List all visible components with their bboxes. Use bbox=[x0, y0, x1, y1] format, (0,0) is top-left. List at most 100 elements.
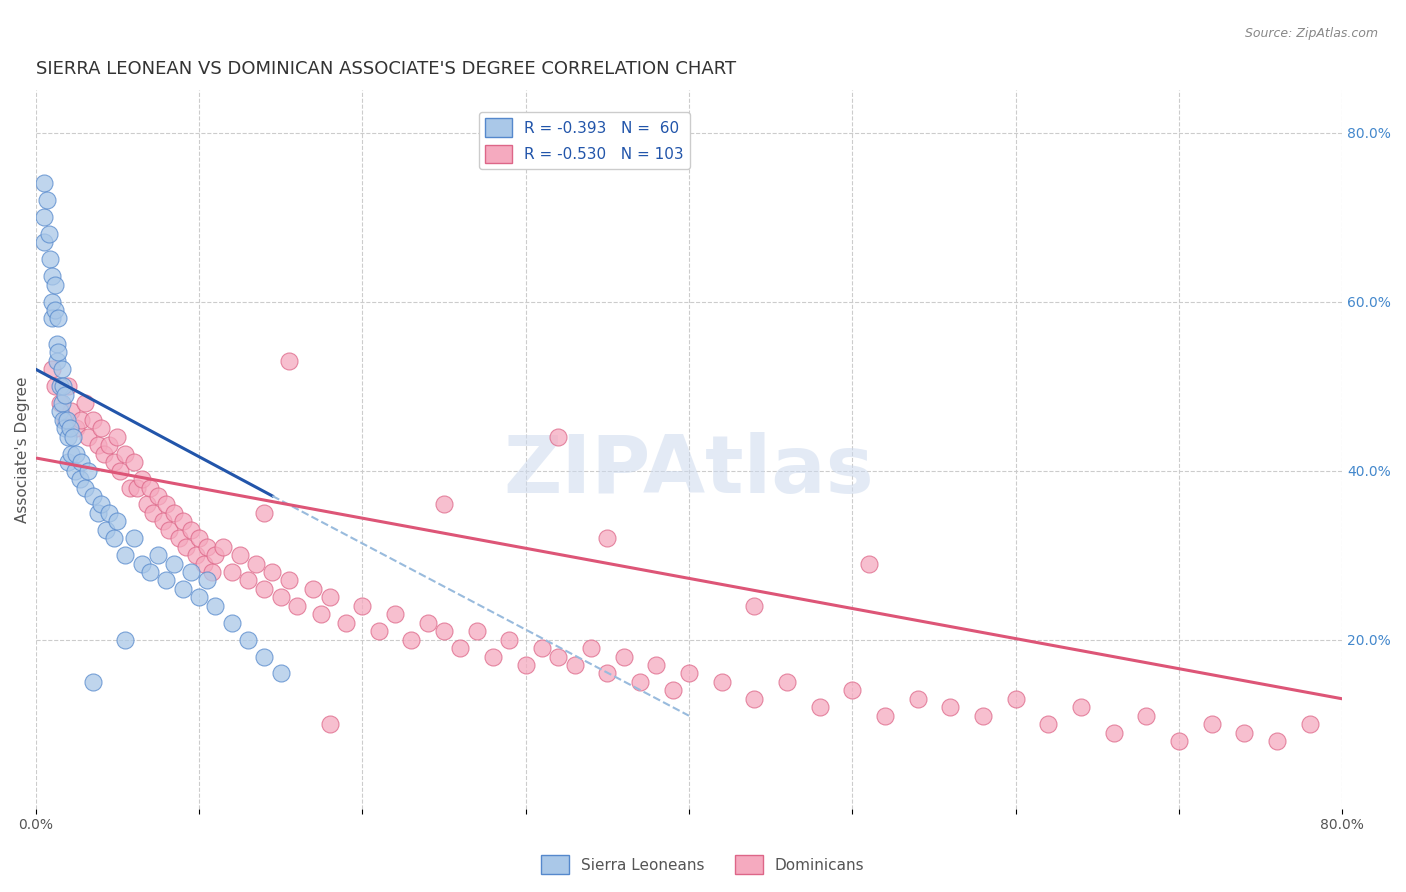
Point bbox=[159, 523, 181, 537]
Point bbox=[105, 430, 128, 444]
Point bbox=[1135, 708, 1157, 723]
Point bbox=[184, 548, 207, 562]
Point bbox=[41, 362, 63, 376]
Point bbox=[58, 430, 80, 444]
Point bbox=[82, 674, 104, 689]
Point bbox=[163, 506, 186, 520]
Point bbox=[1167, 734, 1189, 748]
Point bbox=[201, 565, 224, 579]
Point bbox=[193, 557, 215, 571]
Point bbox=[48, 345, 70, 359]
Point bbox=[146, 489, 169, 503]
Point bbox=[163, 557, 186, 571]
Point bbox=[221, 565, 243, 579]
Point bbox=[125, 481, 148, 495]
Point bbox=[245, 557, 267, 571]
Point bbox=[498, 632, 520, 647]
Point bbox=[131, 557, 153, 571]
Point bbox=[155, 574, 177, 588]
Point bbox=[122, 531, 145, 545]
Point bbox=[907, 691, 929, 706]
Point bbox=[70, 413, 93, 427]
Point bbox=[60, 447, 83, 461]
Point bbox=[530, 641, 553, 656]
Point bbox=[49, 396, 72, 410]
Point bbox=[270, 591, 292, 605]
Point bbox=[41, 269, 63, 284]
Point bbox=[579, 641, 602, 656]
Point bbox=[1102, 725, 1125, 739]
Point bbox=[628, 674, 651, 689]
Point bbox=[53, 413, 76, 427]
Point bbox=[105, 514, 128, 528]
Point bbox=[103, 455, 125, 469]
Point bbox=[678, 666, 700, 681]
Point bbox=[174, 540, 197, 554]
Point bbox=[73, 396, 96, 410]
Y-axis label: Associate's Degree: Associate's Degree bbox=[15, 376, 30, 523]
Point bbox=[1038, 717, 1060, 731]
Point bbox=[1004, 691, 1026, 706]
Point bbox=[70, 455, 93, 469]
Point bbox=[1070, 700, 1092, 714]
Point bbox=[142, 506, 165, 520]
Point bbox=[564, 658, 586, 673]
Point bbox=[384, 607, 406, 622]
Point bbox=[939, 700, 962, 714]
Point bbox=[776, 674, 799, 689]
Point bbox=[53, 421, 76, 435]
Point bbox=[187, 591, 209, 605]
Point bbox=[82, 413, 104, 427]
Point bbox=[1265, 734, 1288, 748]
Point bbox=[120, 481, 142, 495]
Point bbox=[135, 497, 157, 511]
Point bbox=[596, 531, 619, 545]
Point bbox=[49, 379, 72, 393]
Point bbox=[596, 666, 619, 681]
Point bbox=[55, 413, 77, 427]
Point bbox=[204, 548, 226, 562]
Point bbox=[45, 353, 67, 368]
Point bbox=[1201, 717, 1223, 731]
Point bbox=[742, 691, 765, 706]
Point bbox=[710, 674, 733, 689]
Point bbox=[253, 582, 276, 596]
Point bbox=[155, 497, 177, 511]
Legend: R = -0.393   N =  60, R = -0.530   N = 103: R = -0.393 N = 60, R = -0.530 N = 103 bbox=[478, 112, 690, 169]
Point bbox=[139, 481, 162, 495]
Point bbox=[51, 396, 73, 410]
Point bbox=[433, 624, 456, 639]
Point bbox=[253, 649, 276, 664]
Point bbox=[114, 447, 136, 461]
Point bbox=[98, 506, 121, 520]
Point bbox=[204, 599, 226, 613]
Point bbox=[236, 574, 259, 588]
Point bbox=[41, 311, 63, 326]
Point bbox=[35, 193, 58, 207]
Point bbox=[90, 421, 112, 435]
Point bbox=[195, 574, 218, 588]
Point bbox=[449, 641, 471, 656]
Point bbox=[645, 658, 668, 673]
Point bbox=[45, 336, 67, 351]
Point bbox=[131, 472, 153, 486]
Point bbox=[59, 421, 82, 435]
Text: Source: ZipAtlas.com: Source: ZipAtlas.com bbox=[1244, 27, 1378, 40]
Point bbox=[277, 574, 299, 588]
Point bbox=[44, 303, 66, 318]
Point bbox=[180, 565, 202, 579]
Point bbox=[98, 438, 121, 452]
Point bbox=[32, 235, 55, 250]
Point bbox=[60, 404, 83, 418]
Point bbox=[32, 210, 55, 224]
Point bbox=[302, 582, 325, 596]
Point bbox=[808, 700, 831, 714]
Point bbox=[547, 649, 569, 664]
Point bbox=[1233, 725, 1256, 739]
Point bbox=[195, 540, 218, 554]
Point bbox=[482, 649, 505, 664]
Point bbox=[229, 548, 252, 562]
Point bbox=[82, 489, 104, 503]
Point bbox=[63, 464, 86, 478]
Point bbox=[152, 514, 174, 528]
